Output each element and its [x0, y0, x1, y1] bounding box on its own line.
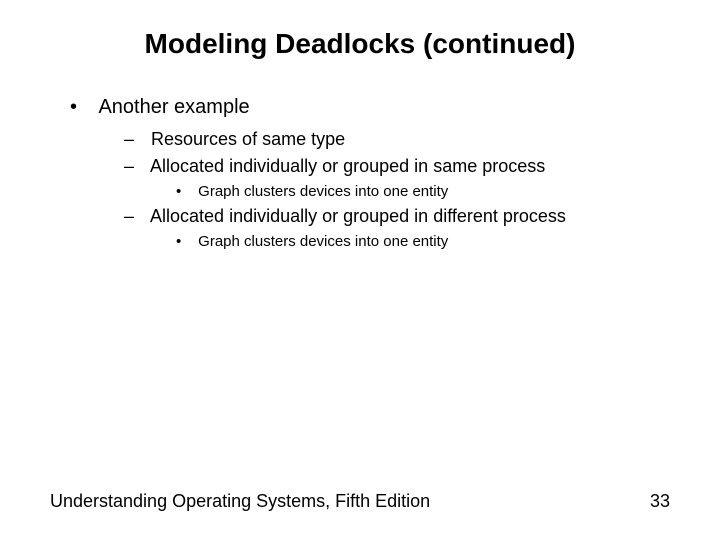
bullet-list-level2: Resources of same type Allocated individ… — [94, 129, 670, 250]
bullet-text: Allocated individually or grouped in sam… — [150, 156, 545, 176]
slide-content: Another example Resources of same type A… — [50, 96, 670, 250]
list-item: Graph clusters devices into one entity — [176, 183, 670, 200]
bullet-text: Resources of same type — [151, 129, 345, 149]
list-item: Allocated individually or grouped in dif… — [124, 206, 670, 250]
bullet-text: Allocated individually or grouped in dif… — [150, 206, 566, 226]
list-item: Graph clusters devices into one entity — [176, 233, 670, 250]
list-item: Allocated individually or grouped in sam… — [124, 156, 670, 200]
footer-text: Understanding Operating Systems, Fifth E… — [50, 491, 430, 512]
bullet-list-level1: Another example Resources of same type A… — [50, 96, 670, 250]
slide-title: Modeling Deadlocks (continued) — [50, 28, 670, 60]
page-number: 33 — [650, 491, 670, 512]
bullet-text: Graph clusters devices into one entity — [198, 233, 448, 250]
bullet-list-level3: Graph clusters devices into one entity — [146, 233, 670, 250]
bullet-list-level3: Graph clusters devices into one entity — [146, 183, 670, 200]
bullet-text: Another example — [98, 96, 249, 118]
list-item: Another example Resources of same type A… — [70, 96, 670, 250]
slide-footer: Understanding Operating Systems, Fifth E… — [50, 491, 670, 512]
list-item: Resources of same type — [124, 129, 670, 150]
bullet-text: Graph clusters devices into one entity — [198, 183, 448, 200]
slide: Modeling Deadlocks (continued) Another e… — [0, 0, 720, 540]
